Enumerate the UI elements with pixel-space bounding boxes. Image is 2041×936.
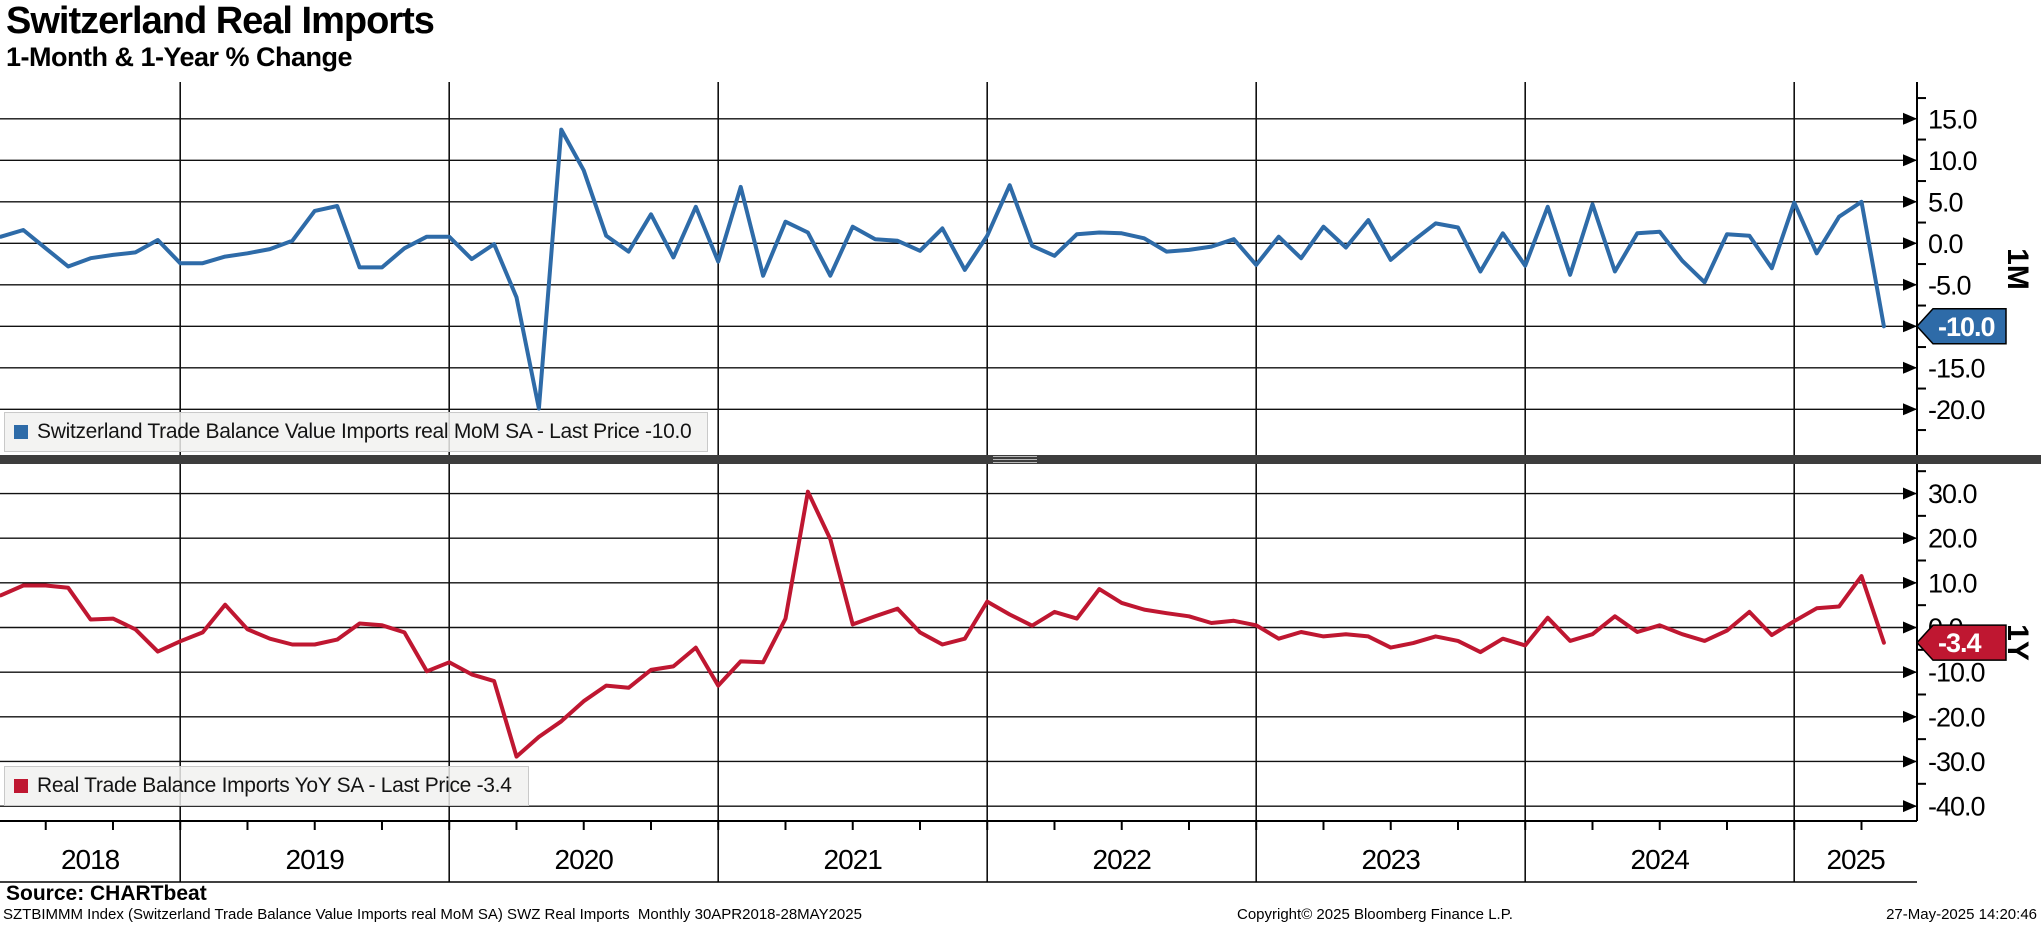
y-tick-label: 5.0 bbox=[1928, 187, 1963, 217]
panel-divider bbox=[0, 455, 2041, 464]
y-tick-label: 20.0 bbox=[1928, 524, 1977, 554]
axis-arrow-icon bbox=[1903, 320, 1917, 333]
ticker-description: SZTBIMMM Index (Switzerland Trade Balanc… bbox=[3, 906, 862, 923]
y-tick-label: -15.0 bbox=[1928, 353, 1985, 383]
axis-arrow-icon bbox=[1903, 237, 1917, 250]
y-tick-label: 0.0 bbox=[1928, 229, 1963, 259]
last-price-value-1y: -3.4 bbox=[1938, 628, 1982, 658]
x-tick-label-year: 2020 bbox=[555, 844, 614, 875]
x-tick-label-year: 2024 bbox=[1631, 844, 1690, 875]
y-tick-label: -10.0 bbox=[1928, 658, 1985, 688]
axis-arrow-icon bbox=[1903, 755, 1917, 768]
page-subtitle: 1-Month & 1-Year % Change bbox=[6, 42, 353, 72]
y-tick-label: -30.0 bbox=[1928, 747, 1985, 777]
series-line-1y bbox=[0, 489, 1886, 759]
legend-1y-label: Real Trade Balance Imports YoY SA - Last… bbox=[37, 774, 512, 797]
y-tick-label: 30.0 bbox=[1928, 479, 1977, 509]
last-price-value-1m: -10.0 bbox=[1938, 312, 1995, 342]
series-marker-1y-icon bbox=[14, 779, 28, 793]
series-marker-1m-icon bbox=[14, 425, 28, 439]
axis-arrow-icon bbox=[1903, 361, 1917, 374]
y-tick-label: -20.0 bbox=[1928, 395, 1985, 425]
axis-arrow-icon bbox=[1903, 621, 1917, 634]
x-tick-label-year: 2022 bbox=[1093, 844, 1152, 875]
y-tick-label: -5.0 bbox=[1928, 270, 1971, 300]
x-tick-label-year: 2021 bbox=[824, 844, 883, 875]
axis-title-1m: 1M bbox=[2001, 248, 2034, 290]
y-tick-label: -40.0 bbox=[1928, 792, 1985, 822]
legend-1y[interactable]: Real Trade Balance Imports YoY SA - Last… bbox=[4, 766, 529, 806]
x-tick-label-year: 2019 bbox=[286, 844, 345, 875]
legend-1m-label: Switzerland Trade Balance Value Imports … bbox=[37, 420, 692, 443]
axis-arrow-icon bbox=[1903, 112, 1917, 125]
page-title: Switzerland Real Imports bbox=[6, 0, 435, 42]
axis-arrow-icon bbox=[1903, 195, 1917, 208]
y-tick-label: 10.0 bbox=[1928, 146, 1977, 176]
timestamp-label: 27-May-2025 14:20:46 bbox=[1886, 906, 2037, 923]
x-tick-label-year: 2018 bbox=[61, 844, 120, 875]
y-tick-label: 15.0 bbox=[1928, 104, 1977, 134]
y-tick-label: -20.0 bbox=[1928, 702, 1985, 732]
axis-arrow-icon bbox=[1903, 278, 1917, 291]
axis-arrow-icon bbox=[1903, 576, 1917, 589]
axis-arrow-icon bbox=[1903, 800, 1917, 813]
series-line-1m bbox=[0, 127, 1886, 411]
axis-arrow-icon bbox=[1903, 154, 1917, 167]
axis-arrow-icon bbox=[1903, 532, 1917, 545]
last-price-badge-1m bbox=[1915, 308, 2007, 345]
source-label: Source: CHARTbeat bbox=[6, 882, 207, 905]
axis-arrow-icon bbox=[1903, 710, 1917, 723]
copyright-label: Copyright© 2025 Bloomberg Finance L.P. bbox=[1237, 906, 1513, 923]
divider-grip-handle[interactable] bbox=[993, 456, 1037, 463]
x-tick-label-year: 2023 bbox=[1362, 844, 1421, 875]
x-tick-label-year: 2025 bbox=[1826, 844, 1885, 875]
last-price-badge-1y bbox=[1915, 624, 2007, 661]
axis-arrow-icon bbox=[1903, 403, 1917, 416]
legend-1m[interactable]: Switzerland Trade Balance Value Imports … bbox=[4, 412, 709, 452]
y-tick-label: 10.0 bbox=[1928, 568, 1977, 598]
axis-arrow-icon bbox=[1903, 666, 1917, 679]
axis-arrow-icon bbox=[1903, 487, 1917, 500]
